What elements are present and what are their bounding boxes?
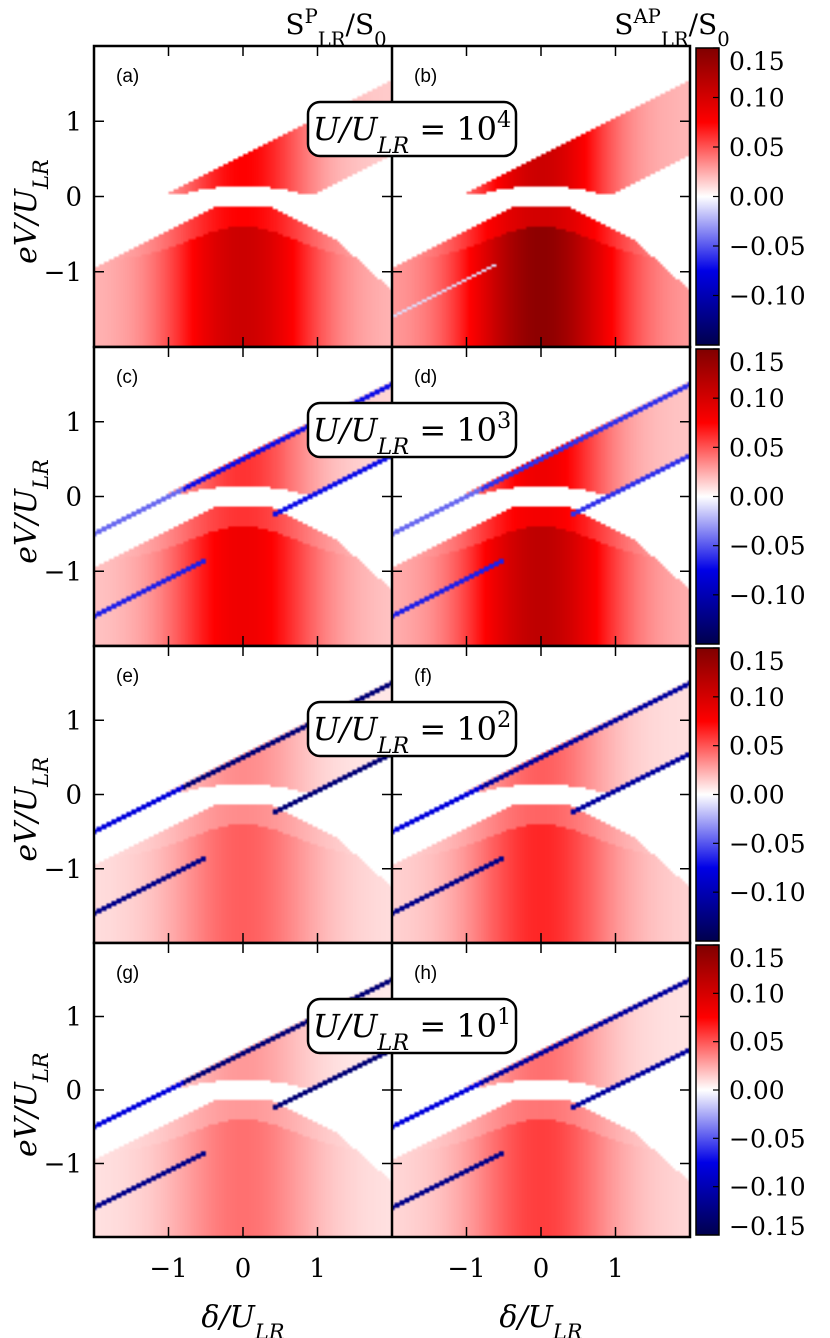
colorbar-tick-label: 0.10 — [729, 979, 785, 1008]
ratio-badge: U/ULR = 102 — [306, 700, 518, 759]
ratio-label: U/ULR = 102 — [313, 707, 512, 759]
panel-tag-f: (f) — [414, 666, 432, 687]
y-tick-label: 1 — [65, 107, 82, 137]
x-axis-label: δ/ULR — [201, 1300, 284, 1338]
y-axis-label: eV/ULR — [9, 757, 53, 862]
ratio-label: U/ULR = 101 — [313, 1004, 512, 1056]
colorbar-tick-label: 0.00 — [729, 183, 785, 212]
colorbar-tick-label: 0.15 — [729, 647, 785, 676]
heatmap-panel-g — [94, 943, 392, 1237]
x-tick-label: 0 — [533, 1254, 550, 1284]
colorbar-tick-label: 0.00 — [729, 483, 785, 512]
colorbar-tick-label: 0.05 — [729, 133, 785, 162]
x-axis-label: δ/ULR — [499, 1300, 582, 1338]
colorbar-min-label: −0.15 — [729, 1212, 806, 1241]
colorbar-tick-label: −0.05 — [729, 532, 806, 561]
colorbar-tick-label: 0.15 — [729, 348, 785, 377]
x-tick-label: 1 — [309, 1254, 326, 1284]
y-tick-label: −1 — [44, 1150, 82, 1180]
colorbar-tick-label: 0.10 — [729, 384, 785, 413]
heatmap-panel-h — [392, 943, 690, 1237]
panel-tag-b: (b) — [414, 66, 437, 87]
colorbar-tick-label: 0.05 — [729, 1028, 785, 1057]
panel-tag-e: (e) — [116, 666, 139, 687]
y-axis-label: eV/ULR — [9, 459, 53, 564]
x-tick-label: 0 — [235, 1254, 252, 1284]
colorbar-tick-label: −0.05 — [729, 232, 806, 261]
panel-tag-c: (c) — [116, 367, 138, 388]
colorbar-tick-label: 0.05 — [729, 732, 785, 761]
ratio-badge: U/ULR = 103 — [306, 401, 518, 460]
y-tick-label: 1 — [65, 706, 82, 736]
heatmap-panel-a — [94, 46, 392, 347]
colorbar-tick-label: 0.15 — [729, 47, 785, 76]
colorbar-tick-label: −0.10 — [729, 581, 806, 610]
colorbar-tick-label: −0.10 — [729, 1173, 806, 1202]
heatmap-panel-c — [94, 347, 392, 646]
x-tick-label: −1 — [447, 1254, 485, 1284]
column-title-ap: SAPLR/S0 — [614, 5, 729, 51]
panel-tag-a: (a) — [116, 66, 139, 87]
ratio-label: U/ULR = 103 — [313, 408, 512, 460]
colorbar-tick-label: 0.10 — [729, 683, 785, 712]
panel-tag-d: (d) — [414, 367, 437, 388]
ratio-badge: U/ULR = 104 — [306, 100, 518, 159]
y-tick-label: −1 — [44, 557, 82, 587]
panel-tag-g: (g) — [116, 963, 139, 984]
y-tick-label: 0 — [65, 781, 82, 811]
y-tick-label: −1 — [44, 258, 82, 288]
column-title-p: SPLR/S0 — [285, 5, 386, 51]
x-tick-label: 1 — [607, 1254, 624, 1284]
y-tick-label: 0 — [65, 1076, 82, 1106]
x-tick-label: −1 — [149, 1254, 187, 1284]
colorbar-tick-label: 0.00 — [729, 1076, 785, 1105]
colorbar-tick-label: 0.15 — [729, 944, 785, 973]
y-tick-label: 1 — [65, 408, 82, 438]
colorbar-tick-label: 0.00 — [729, 781, 785, 810]
colorbar-tick-label: −0.05 — [729, 829, 806, 858]
colorbar-tick-label: −0.10 — [729, 282, 806, 311]
colorbar-tick-label: 0.05 — [729, 433, 785, 462]
ratio-label: U/ULR = 104 — [313, 107, 512, 159]
y-tick-label: −1 — [44, 855, 82, 885]
y-tick-label: 0 — [65, 183, 82, 213]
colorbar-tick-label: 0.10 — [729, 84, 785, 113]
heatmap-panel-f — [392, 646, 690, 943]
heatmap-panel-b — [392, 46, 690, 347]
y-tick-label: 1 — [65, 1003, 82, 1033]
y-axis-label: eV/ULR — [9, 159, 53, 264]
colorbar-tick-label: −0.05 — [729, 1124, 806, 1153]
y-axis-label: eV/ULR — [9, 1052, 53, 1157]
heatmap-panel-d — [392, 347, 690, 646]
ratio-badge: U/ULR = 101 — [306, 997, 518, 1056]
panel-tag-h: (h) — [414, 963, 437, 984]
colorbar-tick-label: −0.10 — [729, 878, 806, 907]
y-tick-label: 0 — [65, 483, 82, 513]
heatmap-panel-e — [94, 646, 392, 943]
